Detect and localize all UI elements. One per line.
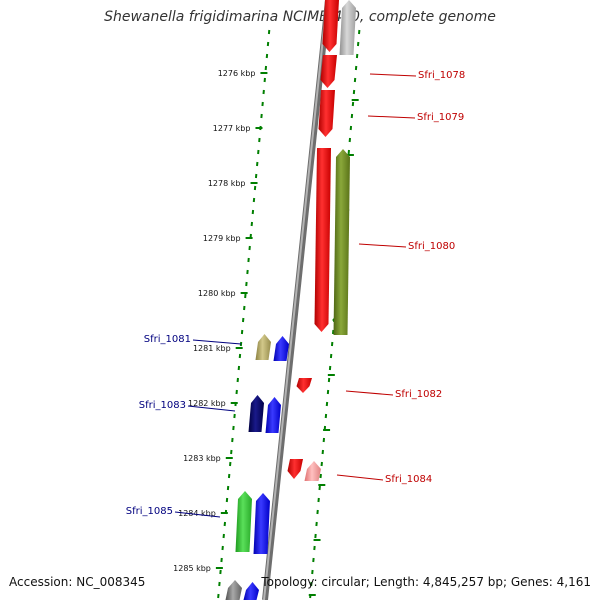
ruler-label: 1283 kbp bbox=[183, 454, 221, 463]
ruler-label: 1277 kbp bbox=[213, 124, 251, 133]
ruler-label: 1285 kbp bbox=[173, 564, 211, 573]
gene-label-sfri_1079[interactable]: Sfri_1079 bbox=[417, 112, 464, 123]
gene-gray-reverse bbox=[339, 0, 356, 55]
ruler-major-ticks: 1276 kbp 1277 kbp 1278 kbp 1279 kbp 1280 kbp… bbox=[173, 69, 359, 596]
leader-line bbox=[336, 474, 384, 481]
leader-line bbox=[187, 405, 236, 412]
leader-line bbox=[358, 243, 407, 248]
ruler-label: 1279 kbp bbox=[203, 234, 241, 243]
gene-label-sfri_1082[interactable]: Sfri_1082 bbox=[395, 389, 442, 400]
leader-line bbox=[192, 339, 242, 345]
gene-label-sfri_1085[interactable]: Sfri_1085 bbox=[126, 506, 173, 517]
gene-pink-reverse bbox=[304, 461, 321, 481]
gene-sfri-1082 bbox=[296, 378, 312, 393]
leader-line bbox=[369, 73, 417, 77]
map-title: Shewanella frigidimarina NCIMB 400, comp… bbox=[104, 9, 496, 25]
ruler-label: 1278 kbp bbox=[208, 179, 246, 188]
gene-sfri-1077 bbox=[322, 0, 339, 52]
gene-label-sfri_1080[interactable]: Sfri_1080 bbox=[408, 241, 455, 252]
accession-text: Accession: NC_008345 bbox=[9, 575, 146, 589]
leader-line bbox=[345, 390, 394, 396]
gene-gray-forward bbox=[225, 580, 242, 600]
gene-sfri-1079 bbox=[318, 90, 335, 137]
ruler-label: 1281 kbp bbox=[193, 344, 231, 353]
gene-green-forward bbox=[235, 491, 252, 552]
gene-olive-reverse bbox=[333, 149, 350, 335]
gene-sfri-1083 bbox=[265, 397, 281, 433]
genome-summary-text: Topology: circular; Length: 4,845,257 bp… bbox=[261, 575, 591, 589]
gene-sfri-1078 bbox=[320, 55, 337, 88]
ruler-label: 1276 kbp bbox=[218, 69, 256, 78]
gene-sfri-1081 bbox=[273, 336, 289, 361]
gene-sfri-1080 bbox=[314, 148, 331, 332]
ruler-label: 1280 kbp bbox=[198, 289, 236, 298]
gene-navy-forward bbox=[248, 395, 264, 432]
genome-backbone bbox=[262, 0, 331, 600]
label-leader-lines bbox=[174, 73, 417, 518]
gene-label-sfri_1084[interactable]: Sfri_1084 bbox=[385, 474, 432, 485]
gene-labels: Sfri_1078 Sfri_1079 Sfri_1080 Sfri_1081 Sfri… bbox=[126, 70, 465, 517]
gene-label-sfri_1081[interactable]: Sfri_1081 bbox=[144, 334, 191, 345]
gene-khaki-forward bbox=[255, 334, 271, 360]
ruler-dots-left bbox=[217, 29, 271, 599]
gene-sfri-1085 bbox=[253, 493, 270, 554]
leader-line bbox=[174, 511, 221, 518]
gene-label-sfri_1083[interactable]: Sfri_1083 bbox=[139, 400, 186, 411]
leader-line bbox=[367, 115, 416, 119]
gene-sfri-1084 bbox=[287, 459, 303, 479]
gene-features bbox=[225, 0, 356, 600]
gene-blue-bottom bbox=[243, 582, 259, 600]
gene-label-sfri_1078[interactable]: Sfri_1078 bbox=[418, 70, 465, 81]
backbone-highlight bbox=[263, 0, 328, 600]
ruler-label: 1282 kbp bbox=[188, 399, 226, 408]
ruler-label: 1284 kbp bbox=[178, 509, 216, 518]
